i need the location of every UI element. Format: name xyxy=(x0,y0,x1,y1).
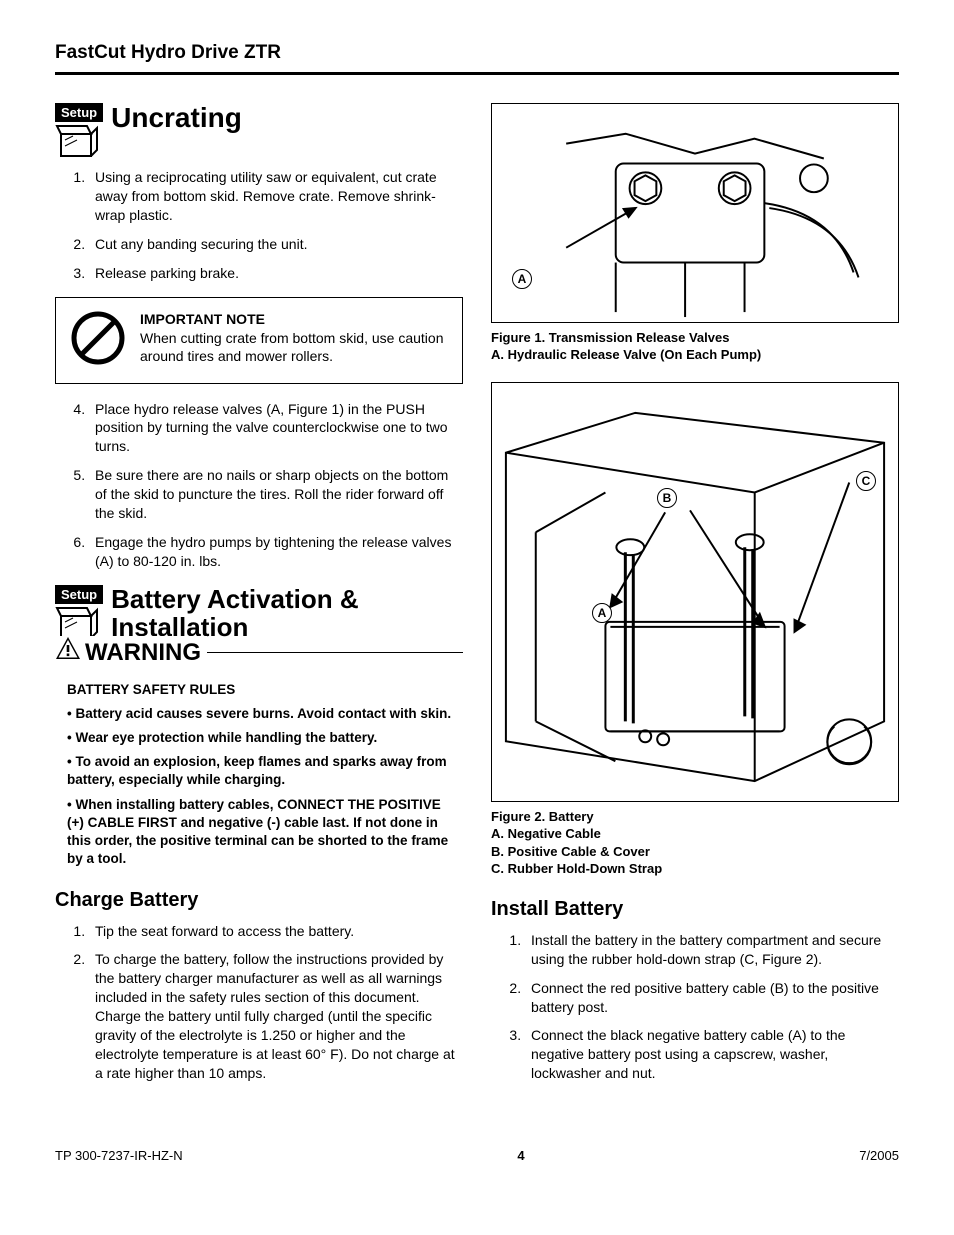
rule-item: • Wear eye protection while handling the… xyxy=(67,729,459,747)
figure-2-caption: Figure 2. Battery A. Negative Cable B. P… xyxy=(491,808,899,878)
caption-line: C. Rubber Hold-Down Strap xyxy=(491,860,899,878)
callout-a: A xyxy=(592,603,612,623)
warning-label: WARNING xyxy=(55,636,207,669)
figure-2: A B C xyxy=(491,382,899,802)
caption-line: Figure 2. Battery xyxy=(491,808,899,826)
warning-body: BATTERY SAFETY RULES • Battery acid caus… xyxy=(67,681,459,869)
rule-item: • When installing battery cables, CONNEC… xyxy=(67,796,459,869)
rules-title: BATTERY SAFETY RULES xyxy=(67,681,459,699)
caption-line: Figure 1. Transmission Release Valves xyxy=(491,329,899,347)
uncrating-steps-a: Using a reciprocating utility saw or equ… xyxy=(55,168,463,282)
callout-c: C xyxy=(856,471,876,491)
callout-a: A xyxy=(512,269,532,289)
list-item: To charge the battery, follow the instru… xyxy=(89,950,463,1082)
rule-item: • To avoid an explosion, keep flames and… xyxy=(67,753,459,789)
charge-steps: Tip the seat forward to access the batte… xyxy=(55,922,463,1083)
charge-battery-title: Charge Battery xyxy=(55,887,463,914)
footer-page-number: 4 xyxy=(517,1147,524,1165)
header-rule xyxy=(55,72,899,75)
figure-2-illustration xyxy=(492,383,898,801)
battery-section-title: Battery Activation & Installation xyxy=(111,585,463,642)
left-column: Setup Uncrating Using a reciprocating ut… xyxy=(55,103,463,1098)
figure-1-caption: Figure 1. Transmission Release Valves A.… xyxy=(491,329,899,364)
list-item: Place hydro release valves (A, Figure 1)… xyxy=(89,400,463,457)
prohibit-icon xyxy=(70,310,126,371)
two-column-layout: Setup Uncrating Using a reciprocating ut… xyxy=(55,103,899,1098)
list-item: Connect the black negative battery cable… xyxy=(525,1026,899,1083)
setup-badge-stack: Setup xyxy=(55,103,103,161)
battery-heading-row: Setup Battery Activation & Installation xyxy=(55,585,463,643)
note-body: When cutting crate from bottom skid, use… xyxy=(140,329,448,367)
page-header-title: FastCut Hydro Drive ZTR xyxy=(55,40,899,66)
list-item: Cut any banding securing the unit. xyxy=(89,235,463,254)
setup-badge: Setup xyxy=(55,103,103,123)
list-item: Install the battery in the battery compa… xyxy=(525,931,899,969)
footer-right: 7/2005 xyxy=(859,1147,899,1165)
warning-box: WARNING BATTERY SAFETY RULES • Battery a… xyxy=(55,652,463,868)
caption-line: A. Negative Cable xyxy=(491,825,899,843)
rule-item: • Battery acid causes severe burns. Avoi… xyxy=(67,705,459,723)
uncrating-title: Uncrating xyxy=(111,103,242,134)
install-battery-title: Install Battery xyxy=(491,896,899,923)
setup-badge: Setup xyxy=(55,585,103,605)
list-item: Tip the seat forward to access the batte… xyxy=(89,922,463,941)
uncrating-steps-b: Place hydro release valves (A, Figure 1)… xyxy=(55,400,463,571)
footer-left: TP 300-7237-IR-HZ-N xyxy=(55,1147,183,1165)
open-box-icon xyxy=(55,122,99,160)
important-note-box: IMPORTANT NOTE When cutting crate from b… xyxy=(55,297,463,384)
figure-1-illustration xyxy=(492,104,898,322)
uncrating-heading-row: Setup Uncrating xyxy=(55,103,463,161)
right-column: A Figure 1. Transmission Release Valves … xyxy=(491,103,899,1098)
setup-badge-stack: Setup xyxy=(55,585,103,643)
callout-b: B xyxy=(657,488,677,508)
caption-line: A. Hydraulic Release Valve (On Each Pump… xyxy=(491,346,899,364)
list-item: Engage the hydro pumps by tightening the… xyxy=(89,533,463,571)
warning-triangle-icon xyxy=(55,636,81,669)
install-steps: Install the battery in the battery compa… xyxy=(491,931,899,1083)
note-text: IMPORTANT NOTE When cutting crate from b… xyxy=(140,310,448,367)
list-item: Connect the red positive battery cable (… xyxy=(525,979,899,1017)
page-footer: TP 300-7237-IR-HZ-N 4 7/2005 xyxy=(55,1147,899,1165)
list-item: Be sure there are no nails or sharp obje… xyxy=(89,466,463,523)
note-title: IMPORTANT NOTE xyxy=(140,310,448,329)
caption-line: B. Positive Cable & Cover xyxy=(491,843,899,861)
list-item: Release parking brake. xyxy=(89,264,463,283)
list-item: Using a reciprocating utility saw or equ… xyxy=(89,168,463,225)
warning-text: WARNING xyxy=(85,637,201,669)
figure-1: A xyxy=(491,103,899,323)
